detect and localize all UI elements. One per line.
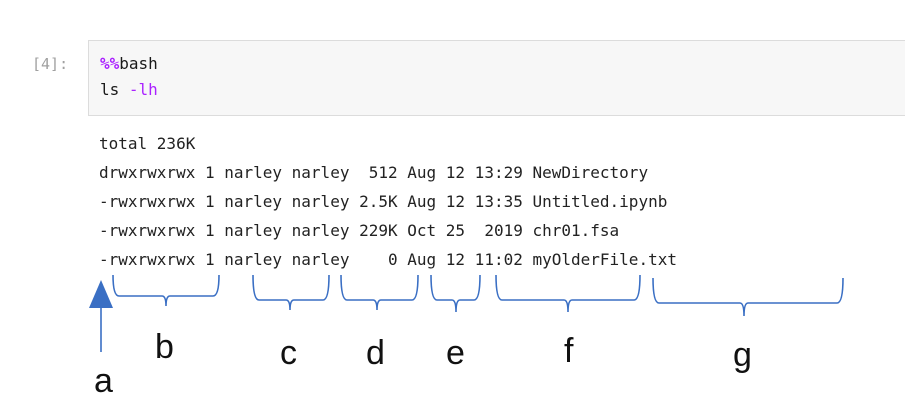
output-row: -rwxrwxrwx 1 narley narley 0 Aug 12 11:0… xyxy=(99,250,677,269)
annotation-label-f: f xyxy=(564,332,574,370)
cell-output: total 236K drwxrwxrwx 1 narley narley 51… xyxy=(99,129,677,274)
cell-prompt: [4]: xyxy=(32,55,69,73)
command-flag: -lh xyxy=(128,80,158,99)
output-row: -rwxrwxrwx 1 narley narley 2.5K Aug 12 1… xyxy=(99,192,668,211)
arrow-up-icon xyxy=(89,280,113,308)
code-input-cell[interactable]: %%bash ls -lh xyxy=(88,40,905,116)
brace-d xyxy=(340,274,419,311)
output-row: -rwxrwxrwx 1 narley narley 229K Oct 25 2… xyxy=(99,221,620,240)
cell-magic-command: bash xyxy=(119,54,158,73)
brace-f xyxy=(495,274,641,313)
command-text: ls xyxy=(100,80,129,99)
annotation-label-g: g xyxy=(733,336,752,374)
annotation-label-b: b xyxy=(155,328,174,366)
cell-magic: %% xyxy=(100,54,120,73)
output-row: drwxrwxrwx 1 narley narley 512 Aug 12 13… xyxy=(99,163,649,182)
code-line-2: ls -lh xyxy=(100,80,158,99)
annotation-label-c: c xyxy=(280,334,297,372)
code-line-1: %%bash xyxy=(100,54,158,73)
brace-g xyxy=(652,277,844,317)
brace-b xyxy=(112,274,220,307)
annotation-label-e: e xyxy=(446,334,465,372)
output-total-line: total 236K xyxy=(99,134,196,153)
annotation-label-a: a xyxy=(94,362,113,400)
annotation-label-d: d xyxy=(366,334,385,372)
brace-c xyxy=(252,274,330,311)
brace-e xyxy=(430,274,481,313)
